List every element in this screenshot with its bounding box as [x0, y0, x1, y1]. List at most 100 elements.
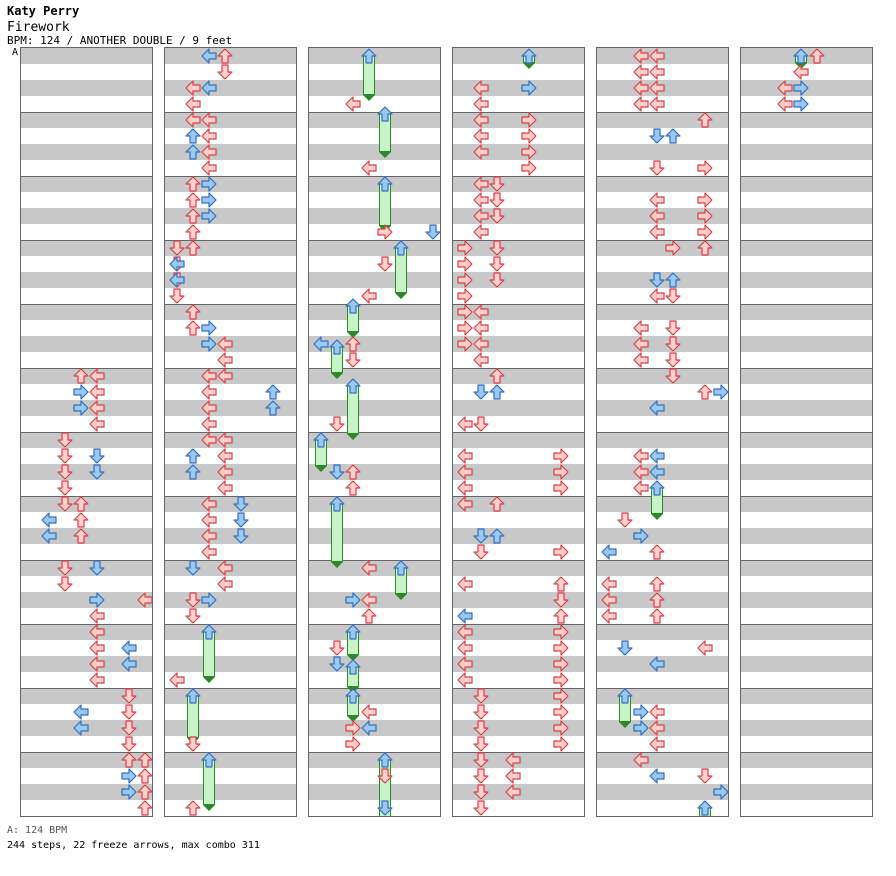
- beat-band: [741, 144, 872, 160]
- beat-band: [309, 624, 440, 640]
- freeze-tail: [347, 715, 359, 722]
- beat-band: [597, 304, 728, 320]
- beat-band: [453, 512, 584, 528]
- step-arrow-left: [601, 592, 617, 608]
- beat-band: [309, 112, 440, 128]
- step-arrow-right: [521, 128, 537, 144]
- beat-band: [597, 368, 728, 384]
- measure-line: [165, 688, 296, 689]
- beat-band: [597, 752, 728, 768]
- step-arrow-left: [457, 656, 473, 672]
- step-arrow-left: [89, 672, 105, 688]
- step-arrow-down: [185, 592, 201, 608]
- beat-band: [453, 528, 584, 544]
- step-arrow-left: [649, 720, 665, 736]
- step-arrow-down: [329, 464, 345, 480]
- step-arrow-down: [57, 576, 73, 592]
- measure-line: [741, 624, 872, 625]
- step-arrow-up: [185, 240, 201, 256]
- beat-band: [165, 624, 296, 640]
- step-arrow-down: [473, 736, 489, 752]
- step-arrow-up: [137, 768, 152, 784]
- measure-line: [741, 752, 872, 753]
- beat-band: [453, 272, 584, 288]
- beat-band: [453, 224, 584, 240]
- beat-band: [453, 368, 584, 384]
- artist-name: Katy Perry: [7, 4, 80, 18]
- step-arrow-down: [121, 720, 137, 736]
- beat-band: [165, 288, 296, 304]
- beat-band: [309, 320, 440, 336]
- step-arrow-left: [217, 576, 233, 592]
- freeze-head-arrow: [377, 105, 393, 122]
- step-arrow-left: [473, 112, 489, 128]
- measure-line: [309, 560, 440, 561]
- measure-line: [741, 112, 872, 113]
- beat-band: [453, 624, 584, 640]
- beat-band: [741, 400, 872, 416]
- step-arrow-up: [489, 496, 505, 512]
- beat-band: [309, 528, 440, 544]
- beat-band: [453, 576, 584, 592]
- step-arrow-up: [665, 272, 681, 288]
- measure-line: [741, 496, 872, 497]
- measure-line: [309, 496, 440, 497]
- beat-band: [741, 384, 872, 400]
- step-arrow-right: [553, 640, 569, 656]
- step-arrow-down: [489, 192, 505, 208]
- step-arrow-down: [377, 256, 393, 272]
- measure-line: [597, 560, 728, 561]
- freeze-tail: [331, 373, 343, 380]
- step-arrow-right: [521, 144, 537, 160]
- step-arrow-down: [89, 560, 105, 576]
- step-arrow-down: [233, 496, 249, 512]
- step-arrow-right: [73, 400, 89, 416]
- beat-band: [309, 640, 440, 656]
- step-arrow-up: [73, 512, 89, 528]
- step-arrow-left: [649, 704, 665, 720]
- step-arrow-left: [201, 496, 217, 512]
- beat-band: [21, 80, 152, 96]
- beat-band: [21, 592, 152, 608]
- beat-band: [741, 128, 872, 144]
- freeze-head-arrow: [329, 496, 345, 512]
- beat-band: [21, 144, 152, 160]
- beat-band: [165, 784, 296, 800]
- step-arrow-up: [185, 320, 201, 336]
- step-arrow-down: [617, 512, 633, 528]
- beat-band: [165, 528, 296, 544]
- step-arrow-down: [649, 128, 665, 144]
- beat-band: [165, 416, 296, 432]
- measure-line: [21, 560, 152, 561]
- beat-band: [21, 256, 152, 272]
- beat-band: [597, 384, 728, 400]
- measure-line: [165, 304, 296, 305]
- beat-band: [165, 384, 296, 400]
- step-arrow-down: [489, 256, 505, 272]
- step-arrow-left: [633, 96, 649, 112]
- step-arrow-left: [457, 672, 473, 688]
- freeze-tail: [523, 62, 535, 69]
- beat-band: [165, 496, 296, 512]
- step-arrow-left: [201, 512, 217, 528]
- step-arrow-left: [473, 128, 489, 144]
- step-arrow-left: [633, 752, 649, 768]
- beat-band: [21, 432, 152, 448]
- beat-band: [165, 752, 296, 768]
- step-arrow-up: [185, 128, 201, 144]
- beat-band: [741, 336, 872, 352]
- measure-line: [597, 432, 728, 433]
- beat-band: [741, 176, 872, 192]
- freeze-tail: [395, 293, 407, 300]
- step-arrow-left: [169, 272, 185, 288]
- beat-band: [741, 704, 872, 720]
- measure-line: [597, 368, 728, 369]
- step-arrow-up: [697, 240, 713, 256]
- measure-line: [309, 752, 440, 753]
- beat-band: [741, 688, 872, 704]
- measure-line: [453, 624, 584, 625]
- beat-band: [165, 96, 296, 112]
- step-arrow-left: [457, 640, 473, 656]
- step-arrow-right: [457, 336, 473, 352]
- beat-band: [453, 736, 584, 752]
